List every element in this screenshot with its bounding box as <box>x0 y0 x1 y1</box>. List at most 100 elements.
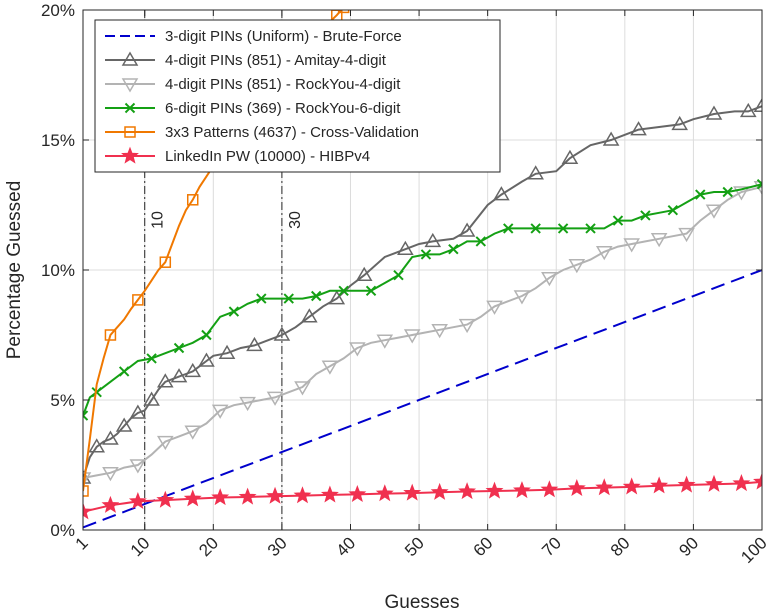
data-point <box>458 482 477 500</box>
data-point <box>310 290 322 302</box>
legend-label: 4-digit PINs (851) - Amitay-4-digit <box>165 52 387 69</box>
data-point <box>677 475 696 493</box>
x-tick-label: 100 <box>737 533 770 566</box>
data-point <box>186 194 199 206</box>
data-point <box>294 381 311 396</box>
data-point <box>458 318 476 334</box>
data-point <box>722 186 733 198</box>
data-point <box>756 178 762 190</box>
data-point <box>337 10 350 14</box>
y-axis-title: Percentage Guessed <box>4 181 25 360</box>
legend-marker <box>124 126 136 138</box>
data-point <box>201 329 212 341</box>
data-point <box>355 266 373 281</box>
data-point <box>393 269 404 281</box>
data-point <box>567 478 586 497</box>
data-point <box>128 491 147 510</box>
x-tick-label: 60 <box>470 533 497 560</box>
data-point <box>678 227 695 243</box>
data-point <box>486 300 503 315</box>
data-point <box>458 222 476 237</box>
data-point <box>365 285 377 297</box>
legend-marker <box>121 51 139 66</box>
data-point <box>475 236 487 247</box>
data-point <box>705 474 723 492</box>
legend-label: 6-digit PINs (369) - RockYou-6-digit <box>165 100 401 117</box>
data-point <box>650 476 669 494</box>
data-point <box>622 477 641 495</box>
legend-marker <box>121 78 139 93</box>
x-tick-label: 70 <box>538 533 565 560</box>
data-point <box>612 215 624 226</box>
x-tick-label: 90 <box>675 533 702 560</box>
data-point <box>739 102 757 118</box>
data-point <box>530 223 541 234</box>
data-point <box>129 404 147 419</box>
data-point <box>375 484 394 502</box>
data-point <box>184 425 202 440</box>
data-point <box>321 360 339 375</box>
legend-item: 4-digit PINs (851) - Amitay-4-digit <box>105 51 387 69</box>
data-point <box>170 368 188 383</box>
data-point <box>118 366 130 377</box>
data-point <box>246 336 263 352</box>
data-point <box>732 474 751 492</box>
series-1 <box>83 97 762 484</box>
data-point <box>173 342 185 354</box>
data-point <box>568 259 586 274</box>
legend-marker <box>121 146 139 164</box>
legend-item: 3x3 Patterns (4637) - Cross-Validation <box>105 124 419 141</box>
data-point <box>349 342 366 357</box>
data-point <box>104 329 117 341</box>
data-point <box>403 329 421 344</box>
series-5 <box>83 472 762 520</box>
data-point <box>705 105 723 120</box>
data-point <box>211 404 229 419</box>
data-point <box>293 486 312 504</box>
data-point <box>132 294 144 306</box>
legend-label: 4-digit PINs (851) - RockYou-4-digit <box>165 76 401 93</box>
data-point <box>623 238 640 253</box>
data-point <box>156 373 174 388</box>
annotation-label: 10 <box>150 211 167 229</box>
data-point <box>430 482 449 500</box>
data-point <box>667 204 679 216</box>
data-point <box>733 186 750 201</box>
data-point <box>184 362 202 378</box>
x-tick-label: 30 <box>264 533 291 560</box>
legend-label: 3-digit PINs (Uniform) - Brute-Force <box>165 28 402 45</box>
data-point <box>513 481 531 499</box>
data-point <box>83 485 89 497</box>
series-line <box>83 105 762 479</box>
x-tick-label: 40 <box>332 533 359 560</box>
data-point <box>503 223 514 234</box>
data-point <box>198 352 215 367</box>
legend-marker <box>124 102 136 114</box>
data-point <box>705 204 723 219</box>
data-point <box>301 308 318 323</box>
y-tick-label: 20% <box>41 1 75 20</box>
series-line <box>83 269 762 529</box>
data-point <box>283 293 294 304</box>
data-point <box>420 249 432 260</box>
data-point <box>143 391 160 406</box>
series-line <box>83 185 762 479</box>
series-line <box>83 183 762 416</box>
legend: 3-digit PINs (Uniform) - Brute-Force 4-di… <box>94 19 501 173</box>
data-point <box>448 243 459 255</box>
data-point <box>403 483 422 501</box>
data-point <box>183 489 202 507</box>
data-point <box>156 490 175 508</box>
data-point <box>83 472 92 487</box>
data-point <box>146 353 157 364</box>
x-tick-label: 80 <box>607 533 634 560</box>
data-point <box>595 246 613 261</box>
data-point <box>585 223 596 234</box>
x-tick-label: 50 <box>401 533 428 560</box>
y-tick-label: 15% <box>41 131 75 150</box>
legend-label: 3x3 Patterns (4637) - Cross-Validation <box>165 124 419 141</box>
x-tick-label: 20 <box>195 533 222 560</box>
data-point <box>273 326 291 341</box>
data-point <box>156 435 174 451</box>
data-point <box>540 480 559 498</box>
